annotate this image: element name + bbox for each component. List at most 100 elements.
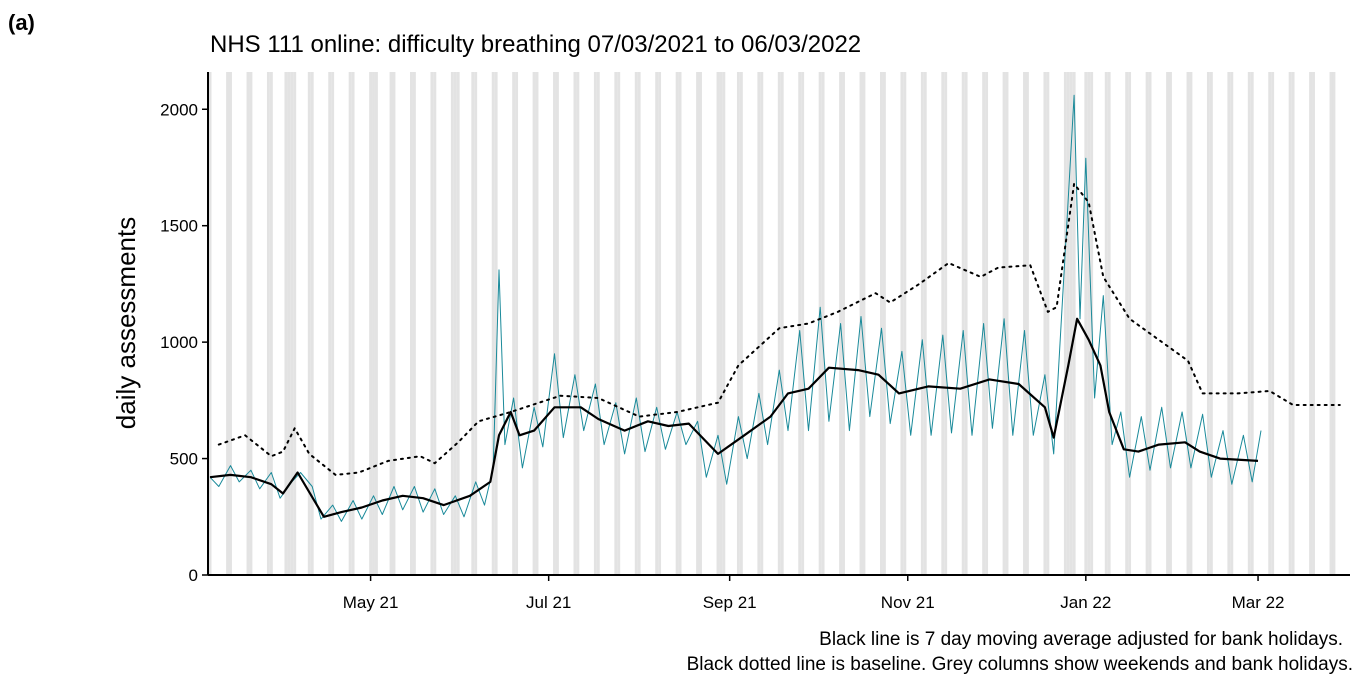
weekend-column <box>576 72 580 575</box>
weekend-column <box>372 72 375 575</box>
weekend-column <box>944 72 948 575</box>
weekend-column <box>331 72 335 575</box>
weekend-column <box>535 72 539 575</box>
weekend-column <box>777 72 781 575</box>
weekend-column <box>1227 72 1231 575</box>
weekend-column <box>699 72 702 575</box>
x-tick-label: Mar 22 <box>1232 593 1285 612</box>
weekend-column <box>1063 72 1067 575</box>
weekend-column <box>1186 72 1190 575</box>
weekend-column <box>1104 72 1108 575</box>
weekend-column <box>1332 72 1336 575</box>
weekend-column <box>903 72 907 575</box>
x-tick-label: May 21 <box>343 593 399 612</box>
weekend-column <box>961 72 965 575</box>
weekend-column <box>801 72 805 575</box>
weekend-column <box>655 72 659 575</box>
x-tick-label: Nov 21 <box>881 593 935 612</box>
plot-lines <box>209 94 1341 522</box>
weekend-column <box>722 72 726 575</box>
weekend-column <box>328 72 332 575</box>
weekend-column <box>1107 72 1111 575</box>
weekend-column <box>614 72 618 575</box>
weekend-column <box>290 72 294 575</box>
weekend-column <box>617 72 621 575</box>
note: Black line is 7 day moving average adjus… <box>819 629 1343 650</box>
weekend-column <box>880 72 883 575</box>
weekend-column <box>964 72 968 575</box>
weekend-column <box>862 72 866 575</box>
weekend-column <box>226 72 230 575</box>
weekend-column <box>757 72 761 575</box>
weekend-column <box>573 72 577 575</box>
x-tick-label: Sep 21 <box>703 593 757 612</box>
weekend-column <box>736 72 740 575</box>
weekend-column <box>450 72 454 575</box>
weekend-column <box>941 72 945 575</box>
weekend-column <box>842 72 845 575</box>
weekend-column <box>1312 72 1315 575</box>
weekend-column <box>739 72 743 575</box>
weekend-column <box>596 72 600 575</box>
weekend-column <box>266 72 270 575</box>
weekend-column <box>351 72 355 575</box>
weekend-column <box>637 72 641 575</box>
weekend-column <box>760 72 764 575</box>
weekend-column <box>1268 72 1272 575</box>
weekend-column <box>1271 72 1275 575</box>
weekend-column <box>1329 72 1333 575</box>
weekend-column <box>1043 72 1047 575</box>
weekend-column <box>369 72 373 575</box>
weekend-column <box>348 72 352 575</box>
panel-label: (a) <box>8 10 35 35</box>
weekend-column <box>593 72 597 575</box>
weekend-column <box>1025 72 1029 575</box>
weekend-column <box>374 72 378 575</box>
note: Black dotted line is baseline. Grey colu… <box>687 654 1353 674</box>
weekend-column <box>1023 72 1026 575</box>
weekend-column <box>1066 72 1070 575</box>
weekend-column <box>1125 72 1129 575</box>
x-tick-label: Jul 21 <box>526 593 571 612</box>
weekend-column <box>1166 72 1170 575</box>
weekend-column <box>1072 72 1076 575</box>
weekend-column <box>1247 72 1251 575</box>
weekend-column <box>287 72 291 575</box>
weekend-column <box>716 72 720 575</box>
weekend-column <box>1084 72 1088 575</box>
weekend-column <box>920 72 924 575</box>
series-line <box>209 317 1259 518</box>
axes: 0 500 1000 1500 2000 May 21 Jul 21 Sep 21 Nov 21… <box>160 72 1350 612</box>
weekend-column <box>1209 72 1213 575</box>
weekend-column <box>882 72 886 575</box>
weekend-column <box>1250 72 1254 575</box>
weekend-column <box>1291 72 1295 575</box>
weekend-column <box>515 72 519 575</box>
weekend-column <box>512 72 516 575</box>
weekend-column <box>798 72 802 575</box>
weekend-column <box>412 72 416 575</box>
weekend-column <box>307 72 311 575</box>
y-tick-label: 1500 <box>160 217 198 236</box>
weekend-column <box>1145 72 1149 575</box>
weekend-column <box>1128 72 1132 575</box>
weekend-column <box>471 72 475 575</box>
weekend-column <box>900 72 904 575</box>
chart-title: NHS 111 online: difficulty breathing 07/… <box>210 31 861 58</box>
weekend-column <box>658 72 662 575</box>
weekend-column <box>859 72 863 575</box>
weekend-column <box>675 72 679 575</box>
weekend-column <box>1005 72 1009 575</box>
weekend-column <box>246 72 250 575</box>
weekend-column <box>1087 72 1091 575</box>
weekend-column <box>923 72 927 575</box>
weekend-column <box>392 72 396 575</box>
weekend-column <box>249 72 253 575</box>
weekend-column <box>678 72 682 575</box>
weekend-column <box>491 72 495 575</box>
weekend-column <box>532 72 536 575</box>
weekend-column <box>1206 72 1210 575</box>
weekend-column <box>410 72 413 575</box>
weekend-column <box>818 72 822 575</box>
weekend-column <box>696 72 700 575</box>
